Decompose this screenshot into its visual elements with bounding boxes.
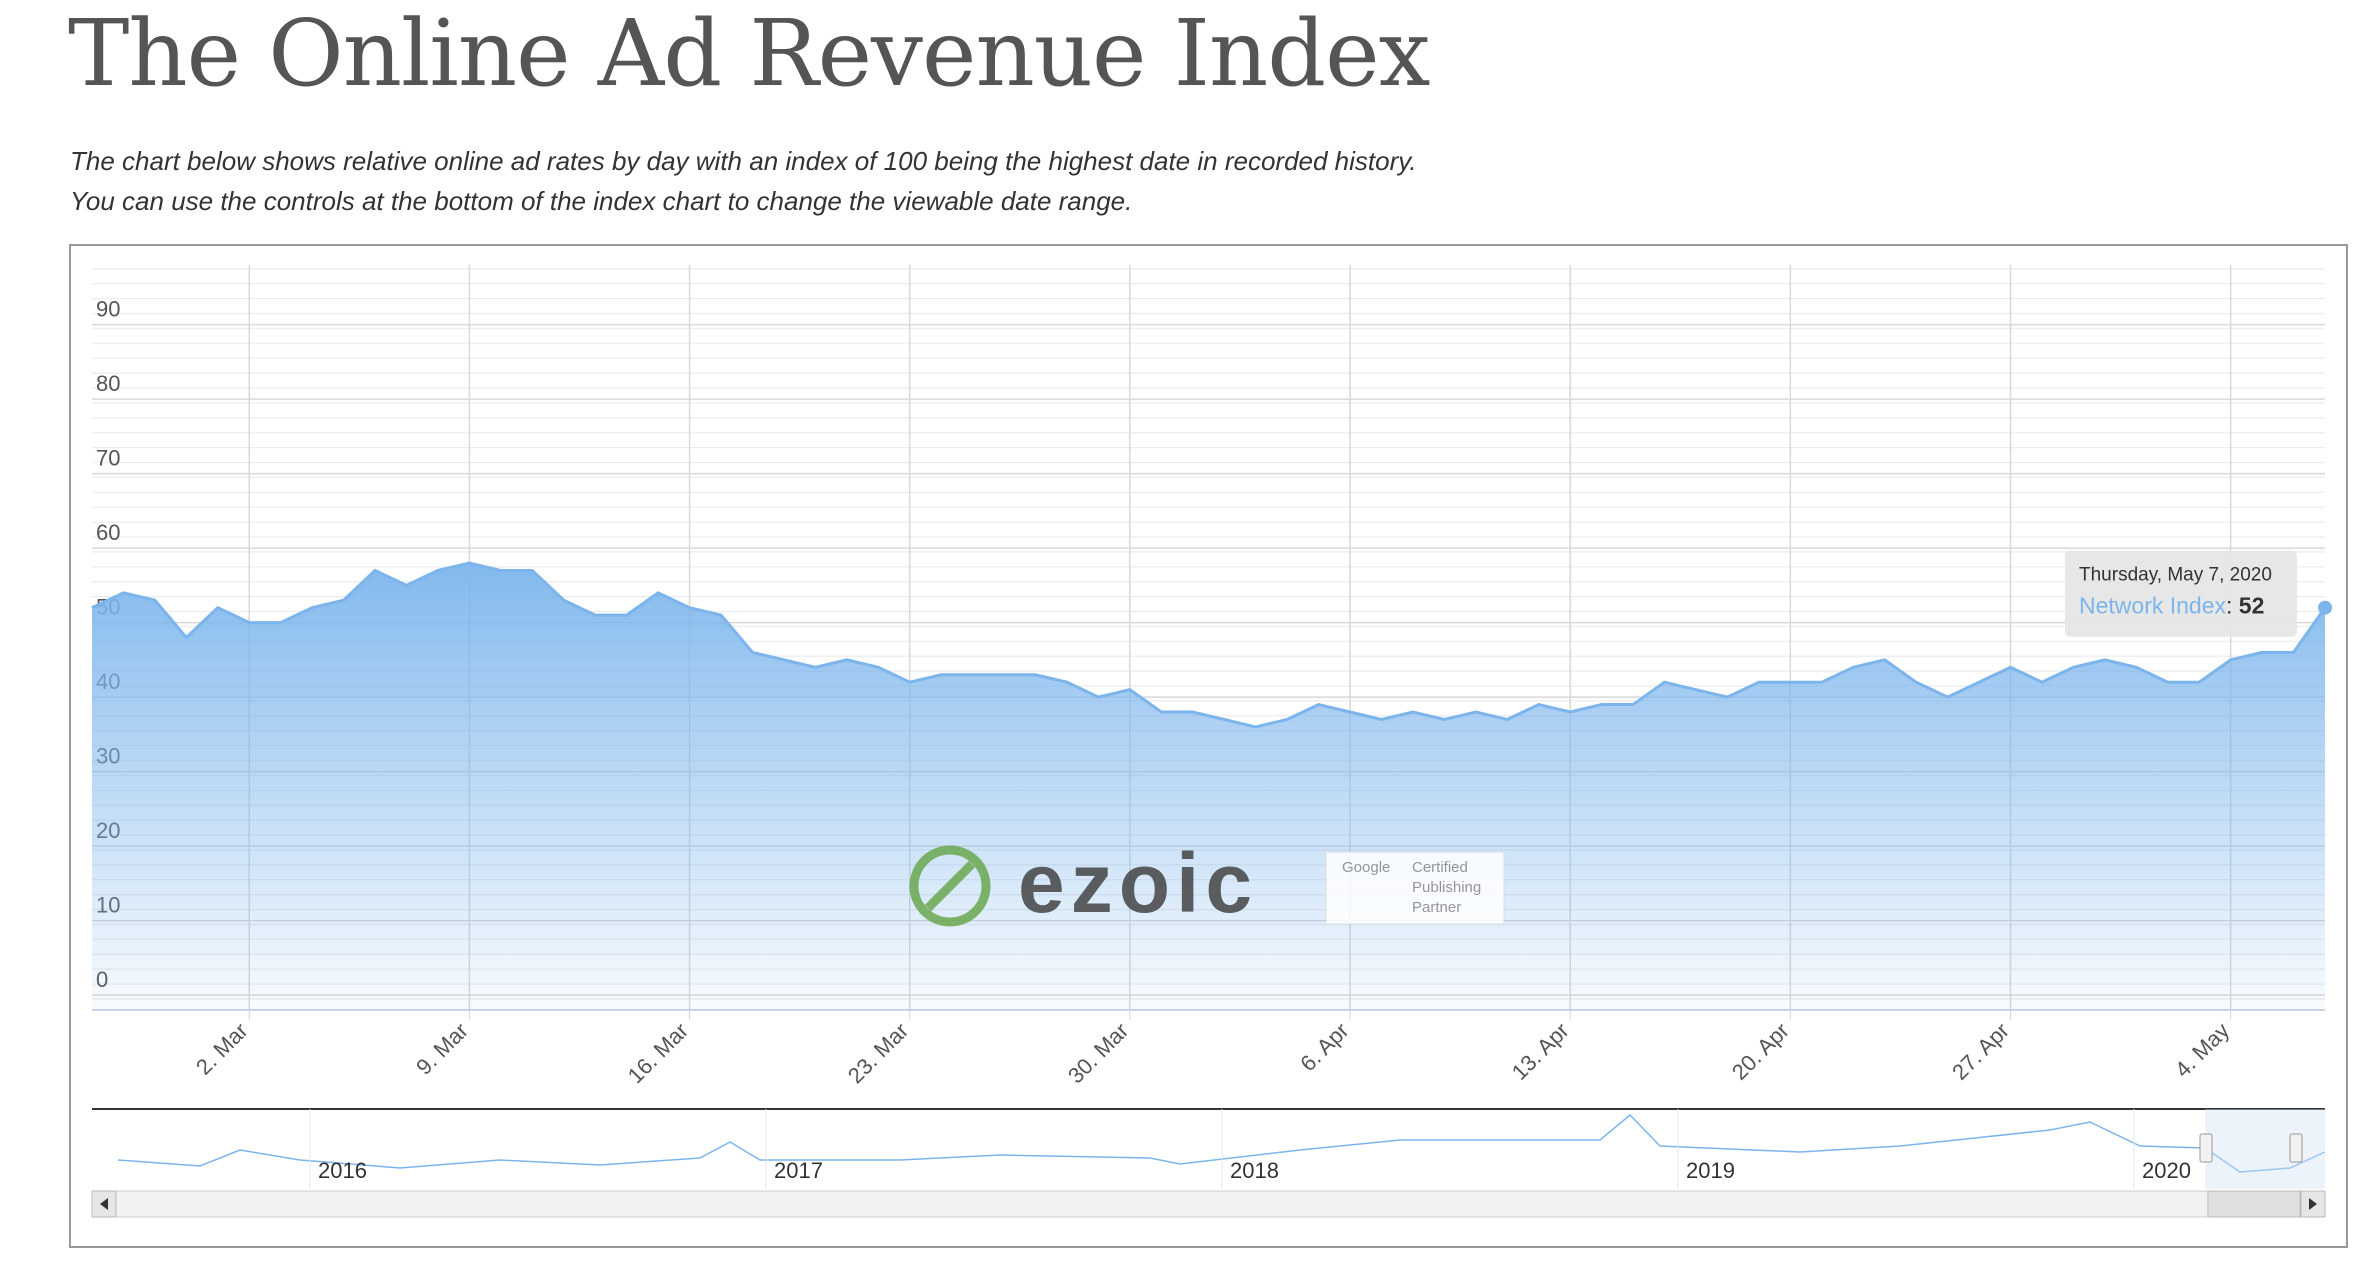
description: The chart below shows relative online ad… — [70, 146, 1417, 176]
arrow — [2309, 1198, 2317, 1210]
navigator-label: 2017 — [774, 1158, 823, 1183]
navigator-label: 2019 — [1686, 1158, 1735, 1183]
tooltip-title: Thursday, May 7, 2020 — [2079, 565, 2272, 586]
tooltip — [2065, 550, 2297, 637]
navigator-series — [117, 1113, 2326, 1173]
navigator-label: 2020 — [2142, 1158, 2191, 1183]
y-tick-label: 70 — [96, 446, 120, 471]
hover-point — [2318, 600, 2332, 615]
y-tick-label: 90 — [96, 297, 120, 322]
watermark: ezoic Google Certified Publishing Partne… — [909, 836, 1505, 930]
area — [92, 563, 2325, 1010]
page-title: The Online Ad Revenue Index — [68, 0, 1430, 107]
tooltip-text: : — [2226, 593, 2239, 619]
logo-text: ezoic — [1018, 836, 1258, 930]
badge-text: Google — [1342, 859, 1390, 876]
tooltip-text: 52 — [2239, 593, 2265, 619]
navigator-handle[interactable] — [2289, 1133, 2303, 1163]
arrow — [100, 1198, 108, 1210]
badge — [1325, 851, 1505, 925]
badge-text: Publishing — [1412, 879, 1481, 896]
y-tick-label: 60 — [96, 520, 120, 545]
badge-text: Certified — [1412, 859, 1468, 876]
description: You can use the controls at the bottom o… — [70, 186, 1133, 216]
line — [91, 561, 2327, 729]
navigator-handle[interactable] — [2199, 1133, 2213, 1163]
scrollbar-thumb[interactable] — [2207, 1190, 2301, 1218]
y-tick-label: 80 — [96, 371, 120, 396]
logo-icon — [924, 860, 976, 912]
tooltip-text: Network Index — [2079, 593, 2227, 619]
logo-icon — [909, 845, 991, 927]
navigator-mask — [2205, 1109, 2325, 1189]
badge-text: Partner — [1412, 899, 1461, 916]
scrollbar-track — [91, 1190, 2326, 1218]
navigator-label: 2016 — [318, 1158, 367, 1183]
navigator-label: 2018 — [1230, 1158, 1279, 1183]
tooltip-row: Network Index: 52 — [2079, 593, 2264, 619]
navigator: 2016 2017 2018 2019 2020 — [91, 1108, 2326, 1218]
